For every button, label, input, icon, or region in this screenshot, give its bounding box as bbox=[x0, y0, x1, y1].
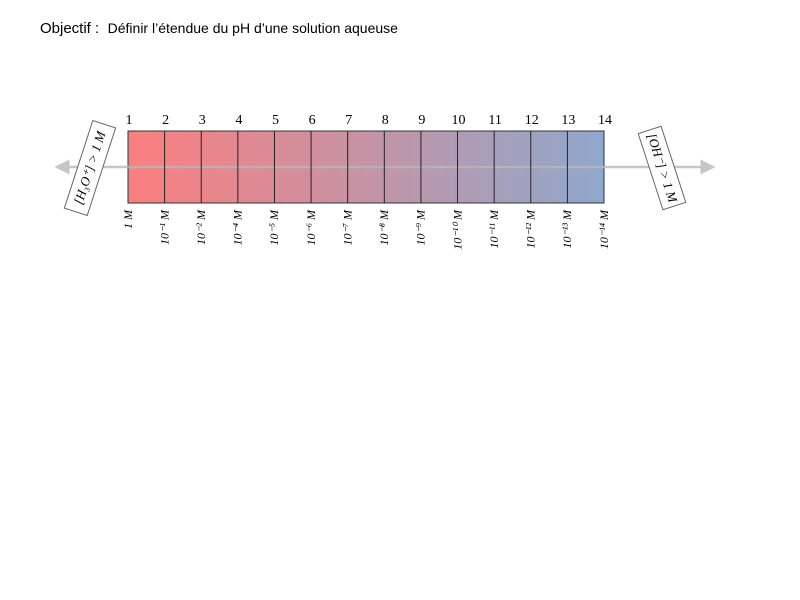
objective-label: Objectif : bbox=[40, 20, 99, 37]
concentration-label: 10⁻⁷ M bbox=[340, 209, 354, 246]
right-box-frame bbox=[637, 125, 687, 211]
objective: Objectif : Définir l’étendue du pH d’une… bbox=[40, 20, 398, 38]
ph-number: 5 bbox=[272, 113, 279, 128]
ph-number: 7 bbox=[345, 113, 352, 128]
ph-number: 6 bbox=[309, 113, 316, 128]
ph-number: 8 bbox=[382, 113, 389, 128]
ph-number: 9 bbox=[418, 113, 425, 128]
ph-number: 11 bbox=[488, 113, 501, 128]
concentration-label: 1 M bbox=[121, 209, 135, 229]
ph-number: 3 bbox=[199, 113, 206, 128]
concentration-label: 10⁻¹⁴ M bbox=[597, 209, 611, 249]
objective-text: Définir l’étendue du pH d’une solution a… bbox=[108, 20, 399, 36]
concentration-label: 10⁻⁵ M bbox=[267, 209, 281, 246]
ph-number: 1 bbox=[126, 113, 133, 128]
ph-number: 2 bbox=[162, 113, 169, 128]
concentration-label: 10⁻¹⁰ M bbox=[450, 209, 464, 250]
concentration-label: 10⁻² M bbox=[194, 209, 208, 245]
concentration-label: 10⁻⁴ M bbox=[231, 209, 245, 246]
ph-number: 12 bbox=[525, 113, 539, 128]
ph-number: 10 bbox=[452, 113, 466, 128]
ph-number: 4 bbox=[235, 113, 242, 128]
concentration-label: 10⁻⁹ M bbox=[414, 209, 428, 246]
concentration-label: 10⁻¹³ M bbox=[560, 209, 574, 249]
left-box-frame bbox=[63, 119, 117, 217]
concentration-label: 10⁻⁶ M bbox=[304, 209, 318, 246]
concentration-label: 10⁻¹¹ M bbox=[487, 209, 501, 249]
concentration-label: 10⁻¹² M bbox=[524, 209, 538, 249]
ph-number: 14 bbox=[598, 113, 612, 128]
concentration-label: 10⁻¹ M bbox=[157, 209, 171, 245]
ph-number: 13 bbox=[561, 113, 575, 128]
concentration-label: 10⁻⁸ M bbox=[377, 209, 391, 246]
scale: 1 2 3 4 5 6 7 8 9 10 11 12 13 141 M 10⁻¹ M 10⁻² M 10⁻⁴ M… bbox=[121, 113, 612, 250]
